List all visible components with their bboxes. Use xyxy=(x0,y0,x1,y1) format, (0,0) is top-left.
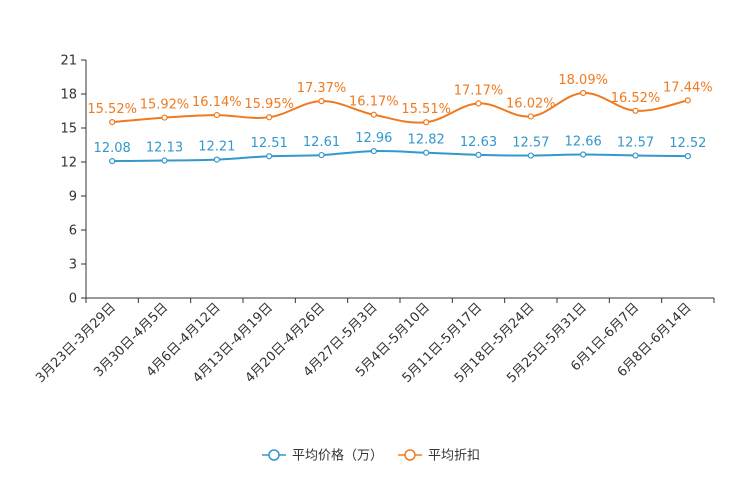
y-tick-label: 3 xyxy=(69,258,77,273)
legend-marker xyxy=(404,449,416,461)
data-label: 17.17% xyxy=(454,83,504,98)
series-average-price: 12.08 12.13 12.21 12.51 12.61 12.96 12.82 12.63… xyxy=(94,131,706,165)
data-label: 12.61 xyxy=(303,135,340,150)
data-label: 15.95% xyxy=(244,97,294,112)
data-label: 12.51 xyxy=(251,136,288,151)
series-line xyxy=(112,150,688,163)
data-point xyxy=(370,111,377,118)
data-point xyxy=(423,119,430,126)
y-tick-label: 15 xyxy=(60,122,77,137)
data-label: 12.66 xyxy=(565,135,602,150)
legend: 平均价格（万） 平均折扣 xyxy=(262,448,480,464)
data-point xyxy=(684,153,691,160)
data-label: 12.57 xyxy=(617,136,654,151)
data-label: 15.52% xyxy=(87,102,137,117)
data-label: 12.96 xyxy=(355,131,392,146)
data-point xyxy=(684,97,691,104)
data-point xyxy=(318,98,325,105)
data-label: 17.44% xyxy=(663,80,713,95)
data-label: 16.02% xyxy=(506,96,556,111)
y-tick-label: 18 xyxy=(60,88,77,103)
data-label: 15.51% xyxy=(401,102,451,117)
data-point xyxy=(475,100,482,107)
series-line xyxy=(112,91,689,124)
data-label: 12.52 xyxy=(669,136,706,151)
legend-item-average-discount: 平均折扣 xyxy=(398,449,480,464)
data-point xyxy=(475,151,482,158)
data-point xyxy=(632,152,639,159)
legend-label: 平均折扣 xyxy=(428,449,480,464)
y-tick-label: 0 xyxy=(69,292,77,307)
data-point xyxy=(580,151,587,158)
data-label: 15.92% xyxy=(140,98,190,113)
data-point xyxy=(213,156,220,163)
y-tick-label: 21 xyxy=(60,54,77,69)
data-point xyxy=(161,157,168,164)
data-point xyxy=(213,111,220,119)
data-label: 16.14% xyxy=(192,95,242,110)
data-point xyxy=(318,151,325,159)
data-point xyxy=(266,153,273,160)
y-tick-label: 6 xyxy=(69,224,77,239)
data-point xyxy=(632,107,639,114)
data-point xyxy=(527,152,534,159)
data-point xyxy=(370,148,377,155)
data-label: 12.13 xyxy=(146,141,183,156)
data-point xyxy=(527,113,534,120)
data-label: 18.09% xyxy=(558,73,608,88)
legend-item-average-price: 平均价格（万） xyxy=(262,448,383,464)
data-point xyxy=(266,114,273,121)
series-layer: 12.08 12.13 12.21 12.51 12.61 12.96 12.82 12.63… xyxy=(87,73,713,165)
y-tick-label: 12 xyxy=(60,156,77,171)
data-label: 12.63 xyxy=(460,135,497,150)
data-label: 12.82 xyxy=(408,133,445,148)
legend-label: 平均价格（万） xyxy=(292,448,383,464)
y-tick-label: 9 xyxy=(69,190,77,205)
y-axis: 0 3 6 9 12 15 18 21 xyxy=(60,54,87,307)
data-point xyxy=(580,89,587,97)
legend-marker xyxy=(268,449,280,461)
data-label: 17.37% xyxy=(297,81,347,96)
series-average-discount: 15.52% 15.92% 16.14% 15.95%17.37%16.17% 15.5… xyxy=(87,73,713,126)
data-label: 12.08 xyxy=(94,141,131,156)
data-label: 16.17% xyxy=(349,95,399,110)
data-point xyxy=(161,114,168,121)
data-label: 16.52% xyxy=(611,91,661,106)
data-point xyxy=(423,149,430,156)
data-label: 12.57 xyxy=(512,136,549,151)
x-axis: 3月23日-3月29日3月30日-4月5日4月6日-4月12日4月13日-4月1… xyxy=(33,297,715,386)
data-point xyxy=(109,157,116,165)
data-label: 12.21 xyxy=(198,140,235,155)
data-point xyxy=(109,119,116,126)
